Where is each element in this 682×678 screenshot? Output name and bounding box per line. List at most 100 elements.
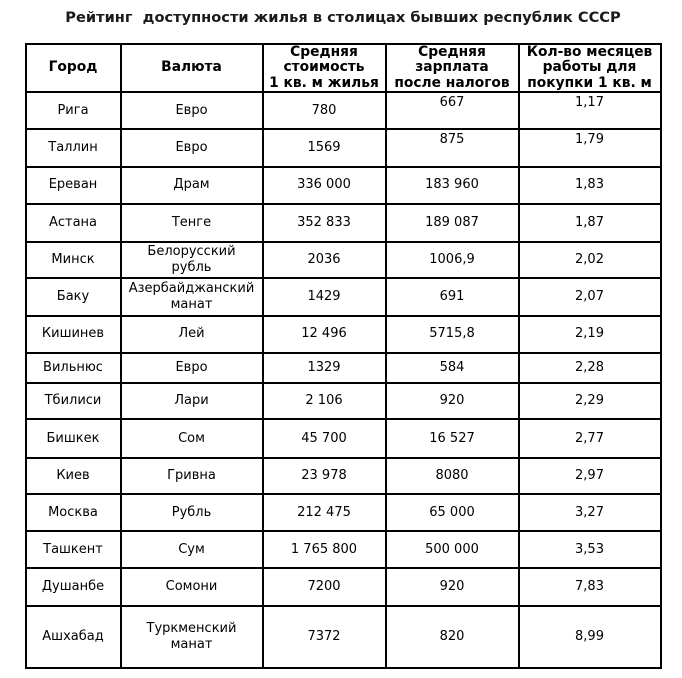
- cell-salary: 500 000: [384, 530, 520, 569]
- cell-currency: Лари: [119, 382, 264, 420]
- table-row-Тбилиси: Тбилиси Лари 2 106 920 2,29: [24, 382, 662, 420]
- cell-salary: 584: [384, 352, 520, 384]
- cell-salary: 820: [384, 604, 520, 669]
- cell-currency: Гривна: [119, 457, 264, 495]
- cell-price: 45 700: [261, 418, 387, 459]
- cell-currency: Сомони: [119, 566, 264, 607]
- cell-currency: Драм: [119, 165, 264, 205]
- cell-city: Рига: [24, 91, 122, 130]
- cell-price: 352 833: [261, 203, 387, 243]
- cell-city: Ереван: [24, 165, 122, 205]
- column-header-salary: Средняя зарплата после налогов: [384, 42, 520, 93]
- cell-price: 1569: [261, 128, 387, 168]
- page-title: Рейтинг доступности жилья в столицах быв…: [65, 8, 621, 26]
- cell-salary: 189 087: [384, 203, 520, 243]
- table-row-Москва: Москва Рубль 212 475 65 000 3,27: [24, 492, 662, 533]
- cell-salary: 875: [384, 128, 520, 168]
- cell-city: Ташкент: [24, 530, 122, 569]
- table-row-Ашхабад: Ашхабад Туркменский манат 7372 820 8,99: [24, 604, 662, 669]
- cell-price: 2036: [261, 240, 387, 279]
- cell-salary: 5715,8: [384, 314, 520, 354]
- column-header-months: Кол-во месяцев работы для покупки 1 кв. …: [517, 42, 662, 93]
- cell-months: 7,83: [517, 566, 662, 607]
- cell-months: 1,79: [517, 128, 662, 168]
- cell-salary: 667: [384, 91, 520, 130]
- cell-currency: Рубль: [119, 492, 264, 533]
- cell-price: 336 000: [261, 165, 387, 205]
- cell-price: 1329: [261, 352, 387, 384]
- table-row-Рига: Рига Евро 780 667 1,17: [24, 91, 662, 130]
- cell-currency: Азербайджанский манат: [119, 277, 264, 317]
- column-header-price: Средняя стоимость 1 кв. м жилья: [261, 42, 387, 93]
- cell-currency: Тенге: [119, 203, 264, 243]
- cell-months: 2,77: [517, 418, 662, 459]
- table-row-Киев: Киев Гривна 23 978 8080 2,97: [24, 457, 662, 495]
- table-row-Таллин: Таллин Евро 1569 875 1,79: [24, 128, 662, 168]
- cell-salary: 16 527: [384, 418, 520, 459]
- cell-price: 2 106: [261, 382, 387, 420]
- cell-city: Душанбе: [24, 566, 122, 607]
- cell-city: Бишкек: [24, 418, 122, 459]
- table-row-Минск: Минск Белорусский рубль 2036 1006,9 2,02: [24, 240, 662, 279]
- header-row: Город Валюта Средняя стоимость 1 кв. м жил…: [24, 42, 662, 93]
- cell-currency: Туркменский манат: [119, 604, 264, 669]
- cell-currency: Евро: [119, 128, 264, 168]
- cell-city: Таллин: [24, 128, 122, 168]
- cell-city: Минск: [24, 240, 122, 279]
- cell-months: 3,53: [517, 530, 662, 569]
- table-header: Город Валюта Средняя стоимость 1 кв. м жил…: [24, 42, 662, 93]
- cell-months: 2,97: [517, 457, 662, 495]
- cell-city: Ашхабад: [24, 604, 122, 669]
- cell-months: 8,99: [517, 604, 662, 669]
- cell-city: Киев: [24, 457, 122, 495]
- cell-price: 212 475: [261, 492, 387, 533]
- table-row-Ташкент: Ташкент Сум 1 765 800 500 000 3,53: [24, 530, 662, 569]
- cell-price: 1429: [261, 277, 387, 317]
- cell-salary: 8080: [384, 457, 520, 495]
- table-row-Бишкек: Бишкек Сом 45 700 16 527 2,77: [24, 418, 662, 459]
- cell-months: 1,83: [517, 165, 662, 205]
- housing-affordability-table: Город Валюта Средняя стоимость 1 кв. м жил…: [24, 42, 662, 669]
- cell-city: Кишинев: [24, 314, 122, 354]
- cell-months: 1,17: [517, 91, 662, 130]
- table-row-Баку: Баку Азербайджанский манат 1429 691 2,07: [24, 277, 662, 317]
- cell-price: 12 496: [261, 314, 387, 354]
- table-row-Ереван: Ереван Драм 336 000 183 960 1,83: [24, 165, 662, 205]
- cell-salary: 920: [384, 566, 520, 607]
- table-row-Астана: Астана Тенге 352 833 189 087 1,87: [24, 203, 662, 243]
- cell-currency: Сум: [119, 530, 264, 569]
- table-row-Душанбе: Душанбе Сомони 7200 920 7,83: [24, 566, 662, 607]
- cell-price: 23 978: [261, 457, 387, 495]
- cell-salary: 691: [384, 277, 520, 317]
- cell-city: Баку: [24, 277, 122, 317]
- cell-city: Вильнюс: [24, 352, 122, 384]
- cell-price: 780: [261, 91, 387, 130]
- table-body: Рига Евро 780 667 1,17 Таллин Евро 1569 875 1,79 Е…: [24, 91, 662, 669]
- cell-months: 2,02: [517, 240, 662, 279]
- column-header-currency: Валюта: [119, 42, 264, 93]
- cell-city: Тбилиси: [24, 382, 122, 420]
- cell-currency: Белорусский рубль: [119, 240, 264, 279]
- cell-salary: 1006,9: [384, 240, 520, 279]
- cell-city: Астана: [24, 203, 122, 243]
- cell-months: 2,07: [517, 277, 662, 317]
- cell-price: 1 765 800: [261, 530, 387, 569]
- table-row-Вильнюс: Вильнюс Евро 1329 584 2,28: [24, 352, 662, 384]
- table-row-Кишинев: Кишинев Лей 12 496 5715,8 2,19: [24, 314, 662, 354]
- cell-price: 7372: [261, 604, 387, 669]
- cell-currency: Евро: [119, 91, 264, 130]
- cell-currency: Сом: [119, 418, 264, 459]
- cell-currency: Лей: [119, 314, 264, 354]
- cell-months: 3,27: [517, 492, 662, 533]
- cell-city: Москва: [24, 492, 122, 533]
- cell-currency: Евро: [119, 352, 264, 384]
- cell-months: 2,19: [517, 314, 662, 354]
- cell-months: 1,87: [517, 203, 662, 243]
- cell-months: 2,29: [517, 382, 662, 420]
- cell-salary: 920: [384, 382, 520, 420]
- cell-months: 2,28: [517, 352, 662, 384]
- cell-salary: 183 960: [384, 165, 520, 205]
- cell-price: 7200: [261, 566, 387, 607]
- cell-salary: 65 000: [384, 492, 520, 533]
